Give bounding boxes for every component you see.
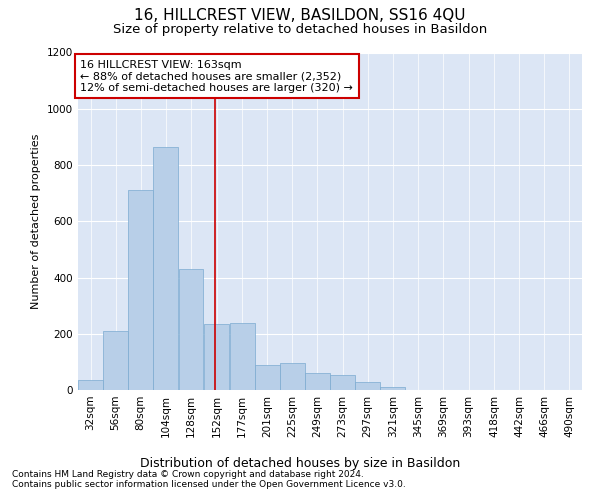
Bar: [255, 364, 280, 390]
Bar: [203, 324, 229, 390]
Text: Distribution of detached houses by size in Basildon: Distribution of detached houses by size …: [140, 458, 460, 470]
Bar: [230, 322, 254, 390]
Text: Size of property relative to detached houses in Basildon: Size of property relative to detached ho…: [113, 22, 487, 36]
Y-axis label: Number of detached properties: Number of detached properties: [31, 134, 41, 309]
Bar: [355, 382, 380, 390]
Bar: [280, 364, 305, 390]
Bar: [330, 374, 355, 390]
Bar: [305, 373, 330, 390]
Text: Contains HM Land Registry data © Crown copyright and database right 2024.: Contains HM Land Registry data © Crown c…: [12, 470, 364, 479]
Bar: [78, 380, 103, 390]
Bar: [179, 269, 203, 390]
Bar: [380, 387, 405, 390]
Text: 16, HILLCREST VIEW, BASILDON, SS16 4QU: 16, HILLCREST VIEW, BASILDON, SS16 4QU: [134, 8, 466, 22]
Bar: [103, 331, 128, 390]
Text: Contains public sector information licensed under the Open Government Licence v3: Contains public sector information licen…: [12, 480, 406, 489]
Text: 16 HILLCREST VIEW: 163sqm
← 88% of detached houses are smaller (2,352)
12% of se: 16 HILLCREST VIEW: 163sqm ← 88% of detac…: [80, 60, 353, 92]
Bar: [154, 146, 178, 390]
Bar: [128, 190, 153, 390]
